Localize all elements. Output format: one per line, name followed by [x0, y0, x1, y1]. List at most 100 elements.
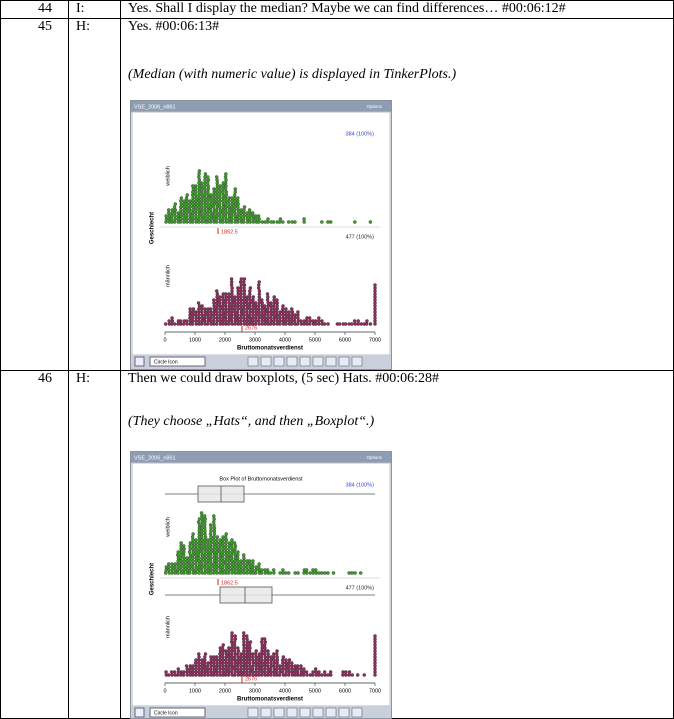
- window-title: VSE_2006_n861: [134, 455, 176, 461]
- dot: [221, 211, 224, 214]
- dot: [243, 205, 246, 208]
- dot: [224, 316, 227, 319]
- dot: [281, 304, 284, 307]
- dot: [191, 199, 194, 202]
- dot: [251, 298, 254, 301]
- dot: [195, 547, 198, 550]
- dot: [191, 322, 194, 325]
- dot: [212, 535, 215, 538]
- dot: [234, 670, 237, 673]
- dot: [203, 307, 206, 310]
- dot: [185, 199, 188, 202]
- dot: [218, 214, 221, 217]
- dot: [233, 208, 236, 211]
- dot: [224, 301, 227, 304]
- dot: [206, 310, 209, 313]
- dot: [206, 199, 209, 202]
- dot: [351, 673, 354, 676]
- dot: [206, 670, 209, 673]
- dot: [233, 649, 236, 652]
- dot: [215, 310, 218, 313]
- dot: [227, 571, 230, 574]
- speaker: I:: [76, 1, 85, 17]
- dot: [357, 322, 360, 325]
- dot: [234, 190, 237, 193]
- dot: [243, 295, 246, 298]
- cell: [0, 370, 69, 719]
- tool-button: [339, 708, 349, 717]
- dot: [191, 535, 194, 538]
- dot: [233, 193, 236, 196]
- dot: [185, 217, 188, 220]
- dot: [227, 559, 230, 562]
- median-label: 2676: [245, 325, 257, 331]
- dot: [197, 661, 200, 664]
- dot: [258, 289, 261, 292]
- dot: [233, 196, 236, 199]
- dot: [329, 220, 332, 223]
- dot: [209, 544, 212, 547]
- dot: [338, 322, 341, 325]
- dot: [373, 652, 376, 655]
- dot: [245, 310, 248, 313]
- tool-button: [300, 357, 310, 366]
- dot: [263, 664, 266, 667]
- dot: [267, 655, 270, 658]
- dot: [206, 673, 209, 676]
- dot: [242, 310, 245, 313]
- cell: [0, 18, 69, 371]
- dot: [245, 634, 248, 637]
- dot: [230, 277, 233, 280]
- dot: [218, 205, 221, 208]
- dot: [221, 217, 224, 220]
- dot: [204, 559, 207, 562]
- dot: [242, 304, 245, 307]
- dot: [263, 643, 266, 646]
- dot: [216, 184, 219, 187]
- dot: [294, 571, 297, 574]
- dot: [264, 322, 267, 325]
- dot: [201, 313, 204, 316]
- dot: [212, 538, 215, 541]
- dot: [233, 667, 236, 670]
- dot: [231, 304, 234, 307]
- dot: [236, 550, 239, 553]
- dot: [246, 640, 249, 643]
- dot: [248, 649, 251, 652]
- dot: [233, 550, 236, 553]
- dot: [373, 664, 376, 667]
- dot: [200, 181, 203, 184]
- dot: [203, 187, 206, 190]
- dot: [180, 541, 183, 544]
- dot: [215, 187, 218, 190]
- dot: [177, 670, 180, 673]
- dot: [248, 646, 251, 649]
- dot: [176, 553, 179, 556]
- dot: [230, 220, 233, 223]
- dot: [272, 304, 275, 307]
- dot: [236, 313, 239, 316]
- dot: [197, 172, 200, 175]
- dot: [236, 556, 239, 559]
- dot: [192, 307, 195, 310]
- dot: [206, 220, 209, 223]
- dot: [204, 196, 207, 199]
- dot: [179, 559, 182, 562]
- dot: [242, 634, 245, 637]
- dot: [203, 214, 206, 217]
- dot: [215, 214, 218, 217]
- dot: [239, 667, 242, 670]
- tick-label: 2000: [219, 337, 231, 343]
- dot: [249, 301, 252, 304]
- dot: [251, 562, 254, 565]
- dot: [293, 316, 296, 319]
- dot: [305, 571, 308, 574]
- dot: [188, 205, 191, 208]
- dot: [281, 670, 284, 673]
- dot: [243, 283, 246, 286]
- dot: [201, 220, 204, 223]
- dot: [239, 670, 242, 673]
- dot: [224, 568, 227, 571]
- dot: [212, 298, 215, 301]
- dot: [308, 316, 311, 319]
